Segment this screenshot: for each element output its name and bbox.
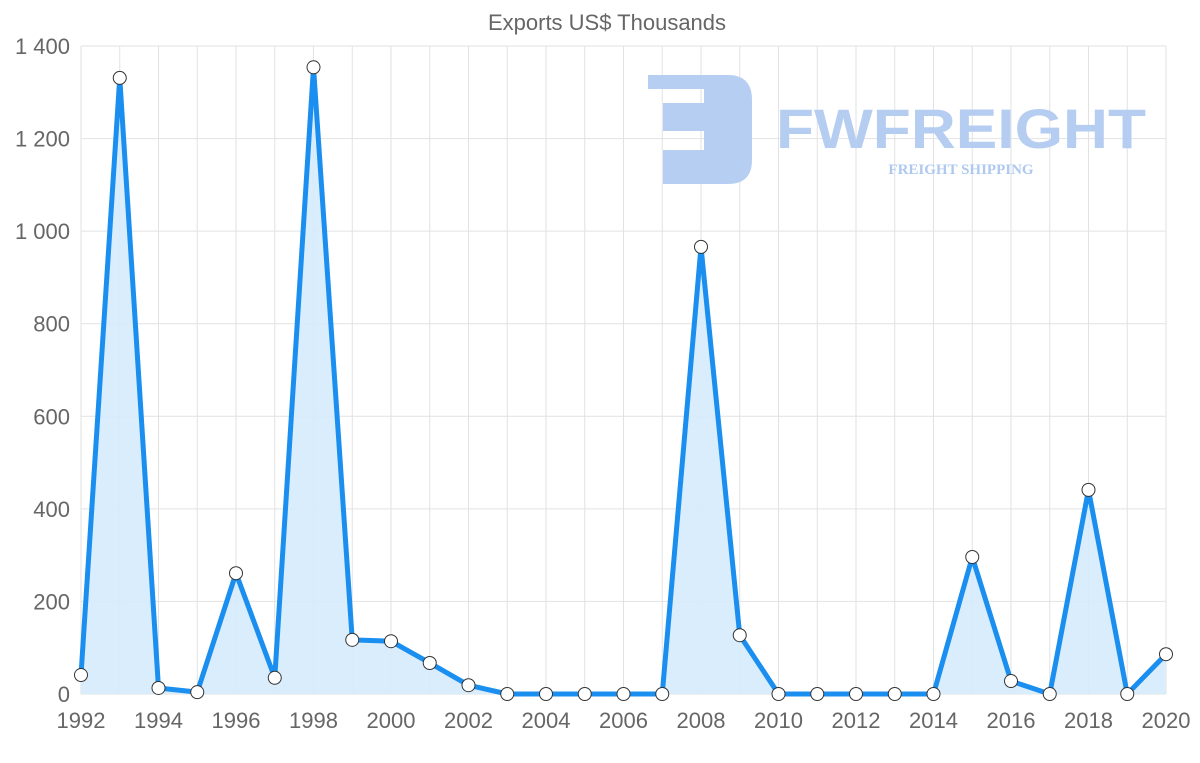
data-point[interactable] — [384, 634, 398, 649]
x-tick-label: 2006 — [599, 708, 648, 733]
data-point[interactable] — [926, 687, 941, 701]
data-points — [74, 60, 1173, 701]
x-tick-label: 2018 — [1064, 708, 1113, 733]
watermark-brand: FWFREIGHT — [776, 97, 1146, 160]
y-tick-label: 600 — [33, 404, 70, 429]
data-point[interactable] — [810, 687, 825, 701]
data-point[interactable] — [345, 632, 360, 647]
data-point[interactable] — [655, 687, 670, 701]
x-tick-label: 1994 — [134, 708, 183, 733]
y-tick-label: 200 — [33, 589, 70, 614]
x-tick-label: 1992 — [57, 708, 106, 733]
y-tick-label: 0 — [58, 682, 70, 707]
data-point[interactable] — [732, 628, 747, 643]
data-point[interactable] — [306, 60, 321, 75]
y-tick-label: 1 200 — [15, 127, 70, 152]
data-point[interactable] — [422, 655, 437, 670]
x-tick-label: 2012 — [832, 708, 881, 733]
watermark-logo: FWFREIGHT FREIGHT SHIPPING — [648, 75, 1146, 184]
x-tick-label: 2010 — [754, 708, 803, 733]
data-point[interactable] — [1042, 687, 1057, 701]
data-point[interactable] — [461, 678, 476, 693]
data-point[interactable] — [965, 549, 980, 564]
series-area — [81, 67, 1166, 694]
data-point[interactable] — [74, 668, 88, 683]
data-point[interactable] — [1120, 687, 1135, 701]
y-tick-label: 400 — [33, 497, 70, 522]
data-point[interactable] — [616, 687, 631, 701]
x-tick-label: 2008 — [677, 708, 726, 733]
data-point[interactable] — [577, 687, 592, 701]
data-point[interactable] — [887, 687, 902, 701]
data-point[interactable] — [500, 687, 515, 701]
data-point[interactable] — [849, 687, 863, 701]
data-point[interactable] — [267, 670, 282, 685]
x-tick-label: 2002 — [444, 708, 493, 733]
watermark-tagline: FREIGHT SHIPPING — [888, 162, 1033, 178]
x-tick-label: 2000 — [367, 708, 416, 733]
data-point[interactable] — [771, 687, 786, 701]
x-axis-ticks: 1992 1994 1996 1998 2000 2002 2004 2006 2008 2010… — [57, 708, 1191, 733]
data-point[interactable] — [1081, 482, 1096, 497]
data-point[interactable] — [694, 239, 708, 254]
data-point[interactable] — [539, 687, 553, 701]
y-axis-ticks: 0 200 400 600 800 1 000 1 200 1 400 — [15, 34, 70, 707]
data-point[interactable] — [151, 680, 166, 695]
x-tick-label: 2016 — [987, 708, 1036, 733]
y-tick-label: 800 — [33, 312, 70, 337]
data-point[interactable] — [190, 685, 205, 700]
x-tick-label: 1996 — [212, 708, 261, 733]
data-point[interactable] — [229, 566, 243, 581]
data-point[interactable] — [1004, 674, 1018, 689]
x-tick-label: 1998 — [289, 708, 338, 733]
x-tick-label: 2004 — [522, 708, 571, 733]
y-tick-label: 1 400 — [15, 34, 70, 59]
data-point[interactable] — [112, 70, 127, 85]
x-tick-label: 2020 — [1142, 708, 1191, 733]
logo-mark-icon — [648, 75, 752, 184]
y-tick-label: 1 000 — [15, 219, 70, 244]
chart-title: Exports US$ Thousands — [488, 10, 726, 35]
grid — [80, 45, 1167, 695]
x-tick-label: 2014 — [909, 708, 958, 733]
data-point[interactable] — [1159, 647, 1173, 662]
